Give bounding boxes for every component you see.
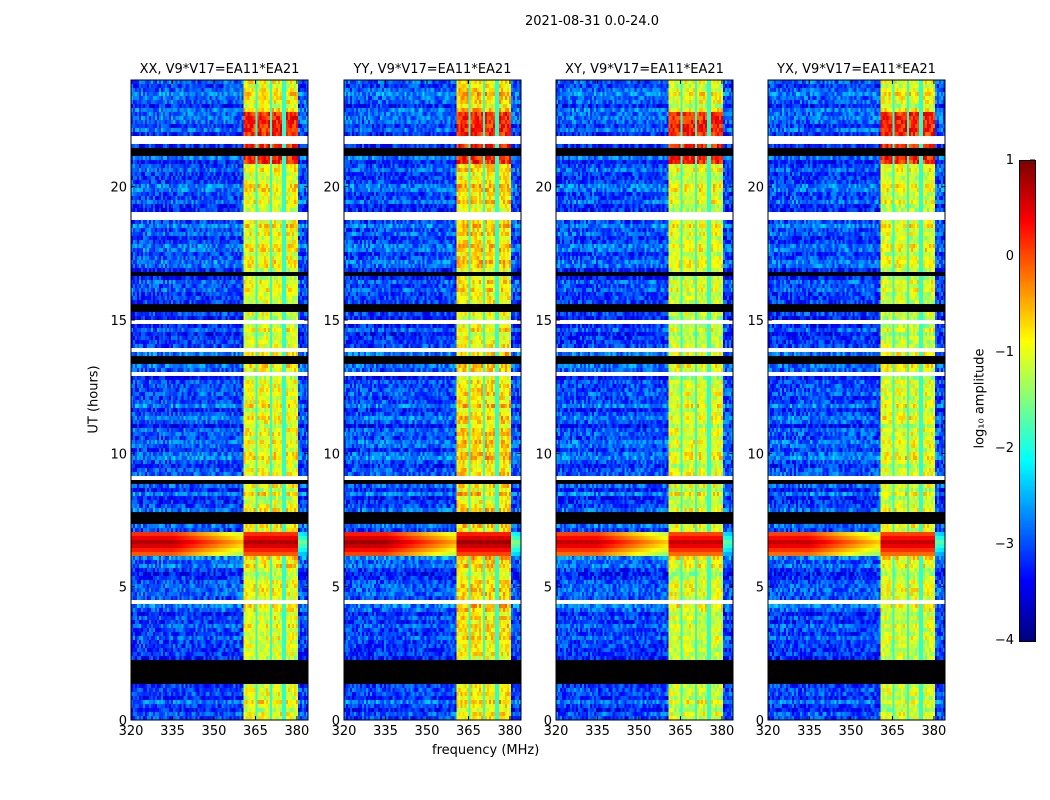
y-tick-label: 0 xyxy=(544,714,552,729)
y-tick-label: 20 xyxy=(747,181,764,196)
y-tick-label: 0 xyxy=(119,714,127,729)
y-tick-label: 10 xyxy=(535,447,552,462)
x-tick-label: 365 xyxy=(456,724,481,739)
x-tick-label: 335 xyxy=(160,724,185,739)
colorbar xyxy=(1019,160,1036,642)
x-axis-label: frequency (MHz) xyxy=(432,743,540,758)
y-tick-label: 15 xyxy=(110,314,127,329)
x-tick-label: 350 xyxy=(202,724,227,739)
x-tick-label: 380 xyxy=(710,724,735,739)
y-tick-label: 20 xyxy=(323,181,340,196)
colorbar-label: log₁₀ amplitude xyxy=(972,348,988,449)
panel-title-4: YX, V9*V17=EA11*EA21 xyxy=(776,62,936,77)
y-tick-label: 0 xyxy=(756,714,764,729)
y-tick-label: 5 xyxy=(332,581,340,596)
colorbar-tick-label: 1 xyxy=(1006,153,1014,168)
x-tick-label: 335 xyxy=(373,724,398,739)
y-tick-label: 15 xyxy=(323,314,340,329)
y-tick-label: 5 xyxy=(756,581,764,596)
y-tick-label: 10 xyxy=(747,447,764,462)
y-tick-label: 10 xyxy=(323,447,340,462)
spectrogram-4 xyxy=(768,80,945,720)
colorbar-tick-label: −2 xyxy=(995,441,1014,456)
x-tick-label: 350 xyxy=(627,724,652,739)
y-tick-label: 20 xyxy=(535,181,552,196)
y-tick-label: 0 xyxy=(332,714,340,729)
colorbar-tick-label: 0 xyxy=(1006,249,1014,264)
panel-frame-1 xyxy=(130,79,309,721)
y-tick-label: 20 xyxy=(110,181,127,196)
x-tick-label: 380 xyxy=(285,724,310,739)
x-tick-label: 365 xyxy=(880,724,905,739)
colorbar-tick-label: −1 xyxy=(995,345,1014,360)
x-tick-label: 365 xyxy=(243,724,268,739)
y-tick-label: 5 xyxy=(544,581,552,596)
x-tick-label: 350 xyxy=(839,724,864,739)
y-tick-label: 5 xyxy=(119,581,127,596)
x-tick-label: 335 xyxy=(585,724,610,739)
y-axis-label: UT (hours) xyxy=(86,365,102,434)
panel-frame-2 xyxy=(343,79,522,721)
x-tick-label: 320 xyxy=(119,724,144,739)
panel-frame-3 xyxy=(555,79,734,721)
y-tick-label: 10 xyxy=(110,447,127,462)
x-tick-label: 335 xyxy=(797,724,822,739)
x-tick-label: 380 xyxy=(922,724,947,739)
panel-title-2: YY, V9*V17=EA11*EA21 xyxy=(353,62,512,77)
x-tick-label: 350 xyxy=(415,724,440,739)
x-tick-label: 380 xyxy=(498,724,523,739)
colorbar-tick-label: −4 xyxy=(995,633,1014,648)
spectrogram-2 xyxy=(344,80,521,720)
colorbar-tick-label: −3 xyxy=(995,537,1014,552)
panel-title-3: XY, V9*V17=EA11*EA21 xyxy=(565,62,724,77)
y-tick-label: 15 xyxy=(747,314,764,329)
figure-suptitle: 2021-08-31 0.0-24.0 xyxy=(525,14,659,29)
x-tick-label: 320 xyxy=(756,724,781,739)
spectrogram-3 xyxy=(556,80,733,720)
spectrogram-1 xyxy=(131,80,308,720)
y-tick-label: 15 xyxy=(535,314,552,329)
x-tick-label: 365 xyxy=(668,724,693,739)
x-tick-label: 320 xyxy=(332,724,357,739)
panel-frame-4 xyxy=(767,79,946,721)
panel-title-1: XX, V9*V17=EA11*EA21 xyxy=(140,62,300,77)
x-tick-label: 320 xyxy=(544,724,569,739)
